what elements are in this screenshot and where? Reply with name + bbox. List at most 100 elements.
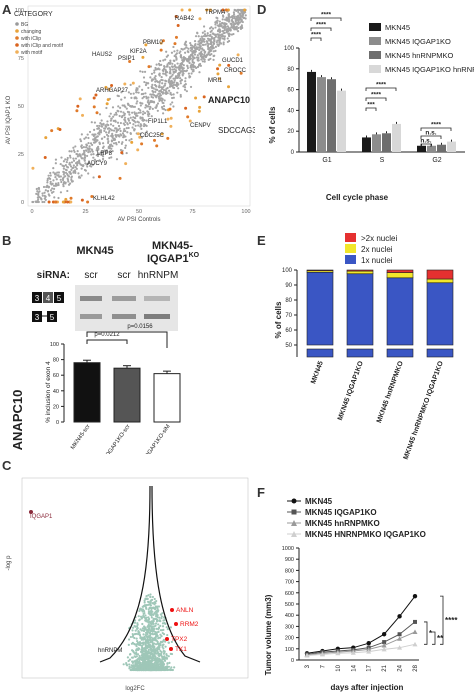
ytick-d: 60 [287,88,294,94]
bar-d [317,77,326,152]
volcano-point [145,616,148,619]
exon-number: 3 [35,294,40,303]
scatter-point [47,177,51,180]
scatter-point [116,109,119,112]
scatter-point [167,89,171,92]
scatter-point [83,137,86,140]
scatter-point [131,111,134,114]
volcano-point [154,615,158,618]
scatter-point [143,123,146,126]
scatter-point [59,162,62,166]
sig-label-d: *** [367,102,375,109]
volcano-point [128,667,131,670]
scatter-point [165,91,168,94]
volcano-point [138,666,141,670]
volcano-point [134,667,137,670]
sig-label-f: ** [437,634,444,643]
scatter-point [98,131,101,134]
scatter-point [111,150,114,153]
scatter-point [119,148,123,152]
scatter-point [203,60,206,63]
scatter-point [66,158,69,161]
scatter-point [103,127,106,130]
highlight-point [92,96,96,100]
scatter-point [139,70,142,73]
scatter-point [165,92,168,95]
scatter-point [59,178,62,181]
volcano-point [151,639,154,642]
scatter-point [114,133,117,137]
volcano-point [135,625,139,628]
scatter-point [110,143,113,146]
scatter-point [176,91,179,94]
highlight-point [43,155,47,159]
scatter-point [48,194,51,197]
scatter-point [172,96,175,99]
ytick-e: 60 [285,328,292,334]
ytick-f: 600 [285,591,294,597]
stacked-bar-panel-e: 50 60 70 80 90 100 MKN45 MKN45 IQGAP1KO MKN45 hn… [274,233,454,461]
scatter-point [85,149,88,152]
scatter-point [184,69,188,73]
scatter-point [57,183,60,187]
scatter-point [55,178,58,181]
ytick-f: 0 [291,658,294,664]
scatter-point [78,153,81,156]
gene-label-a: ANAPC10 [208,95,250,105]
scatter-point [102,123,105,126]
yticks-a: 0 25 50 75 100 [15,8,24,206]
scatter-point [107,127,111,130]
volcano-point [147,666,150,669]
scatter-point [135,87,138,90]
highlight-point [155,144,159,148]
point-f [382,640,387,645]
scatter-point [204,43,207,46]
scatter-point [117,140,121,144]
scatter-point [85,154,89,158]
scatter-point [182,67,185,70]
scatter-point [201,48,204,51]
legend-marker-f [291,498,297,504]
volcano-point [155,599,158,603]
scatter-point [169,61,172,64]
scatter-point [135,102,138,105]
volcano-point [135,637,138,640]
scatter-point [111,106,115,109]
scatter-point [126,131,129,134]
highlight-point [128,60,132,64]
scatter-point [129,132,132,135]
scatter-point [214,21,217,24]
volcano-point [162,639,165,642]
scatter-point [125,151,128,155]
scatter-point [161,82,164,85]
volcano-point [150,659,154,662]
scatter-point [171,101,174,104]
ytick-f: 100 [285,647,294,653]
volcano-point [130,656,134,659]
scatter-point [68,150,71,153]
scatter-point [143,111,147,115]
scatter-point [154,75,157,78]
ytick-a: 100 [15,8,24,14]
highlight-point [180,8,184,12]
scatter-point [101,155,105,158]
scatter-point [221,21,224,25]
scatter-point [221,18,224,21]
scatter-point [166,64,169,67]
ytick-f: 500 [285,602,294,608]
scatter-point [136,120,139,123]
point-f [335,650,341,656]
scatter-point [111,144,114,148]
scatter-point [135,91,138,94]
point-f [397,636,403,641]
scatter-point [98,113,102,116]
xtick-a: 25 [82,209,88,215]
scatter-point [64,164,67,167]
scatter-point [103,129,106,133]
scatter-point [121,141,124,144]
volcano-point [153,632,156,636]
scatter-point [157,95,160,98]
scatter-point [179,71,182,74]
volcano-point [149,638,152,642]
scatter-point [207,46,210,49]
